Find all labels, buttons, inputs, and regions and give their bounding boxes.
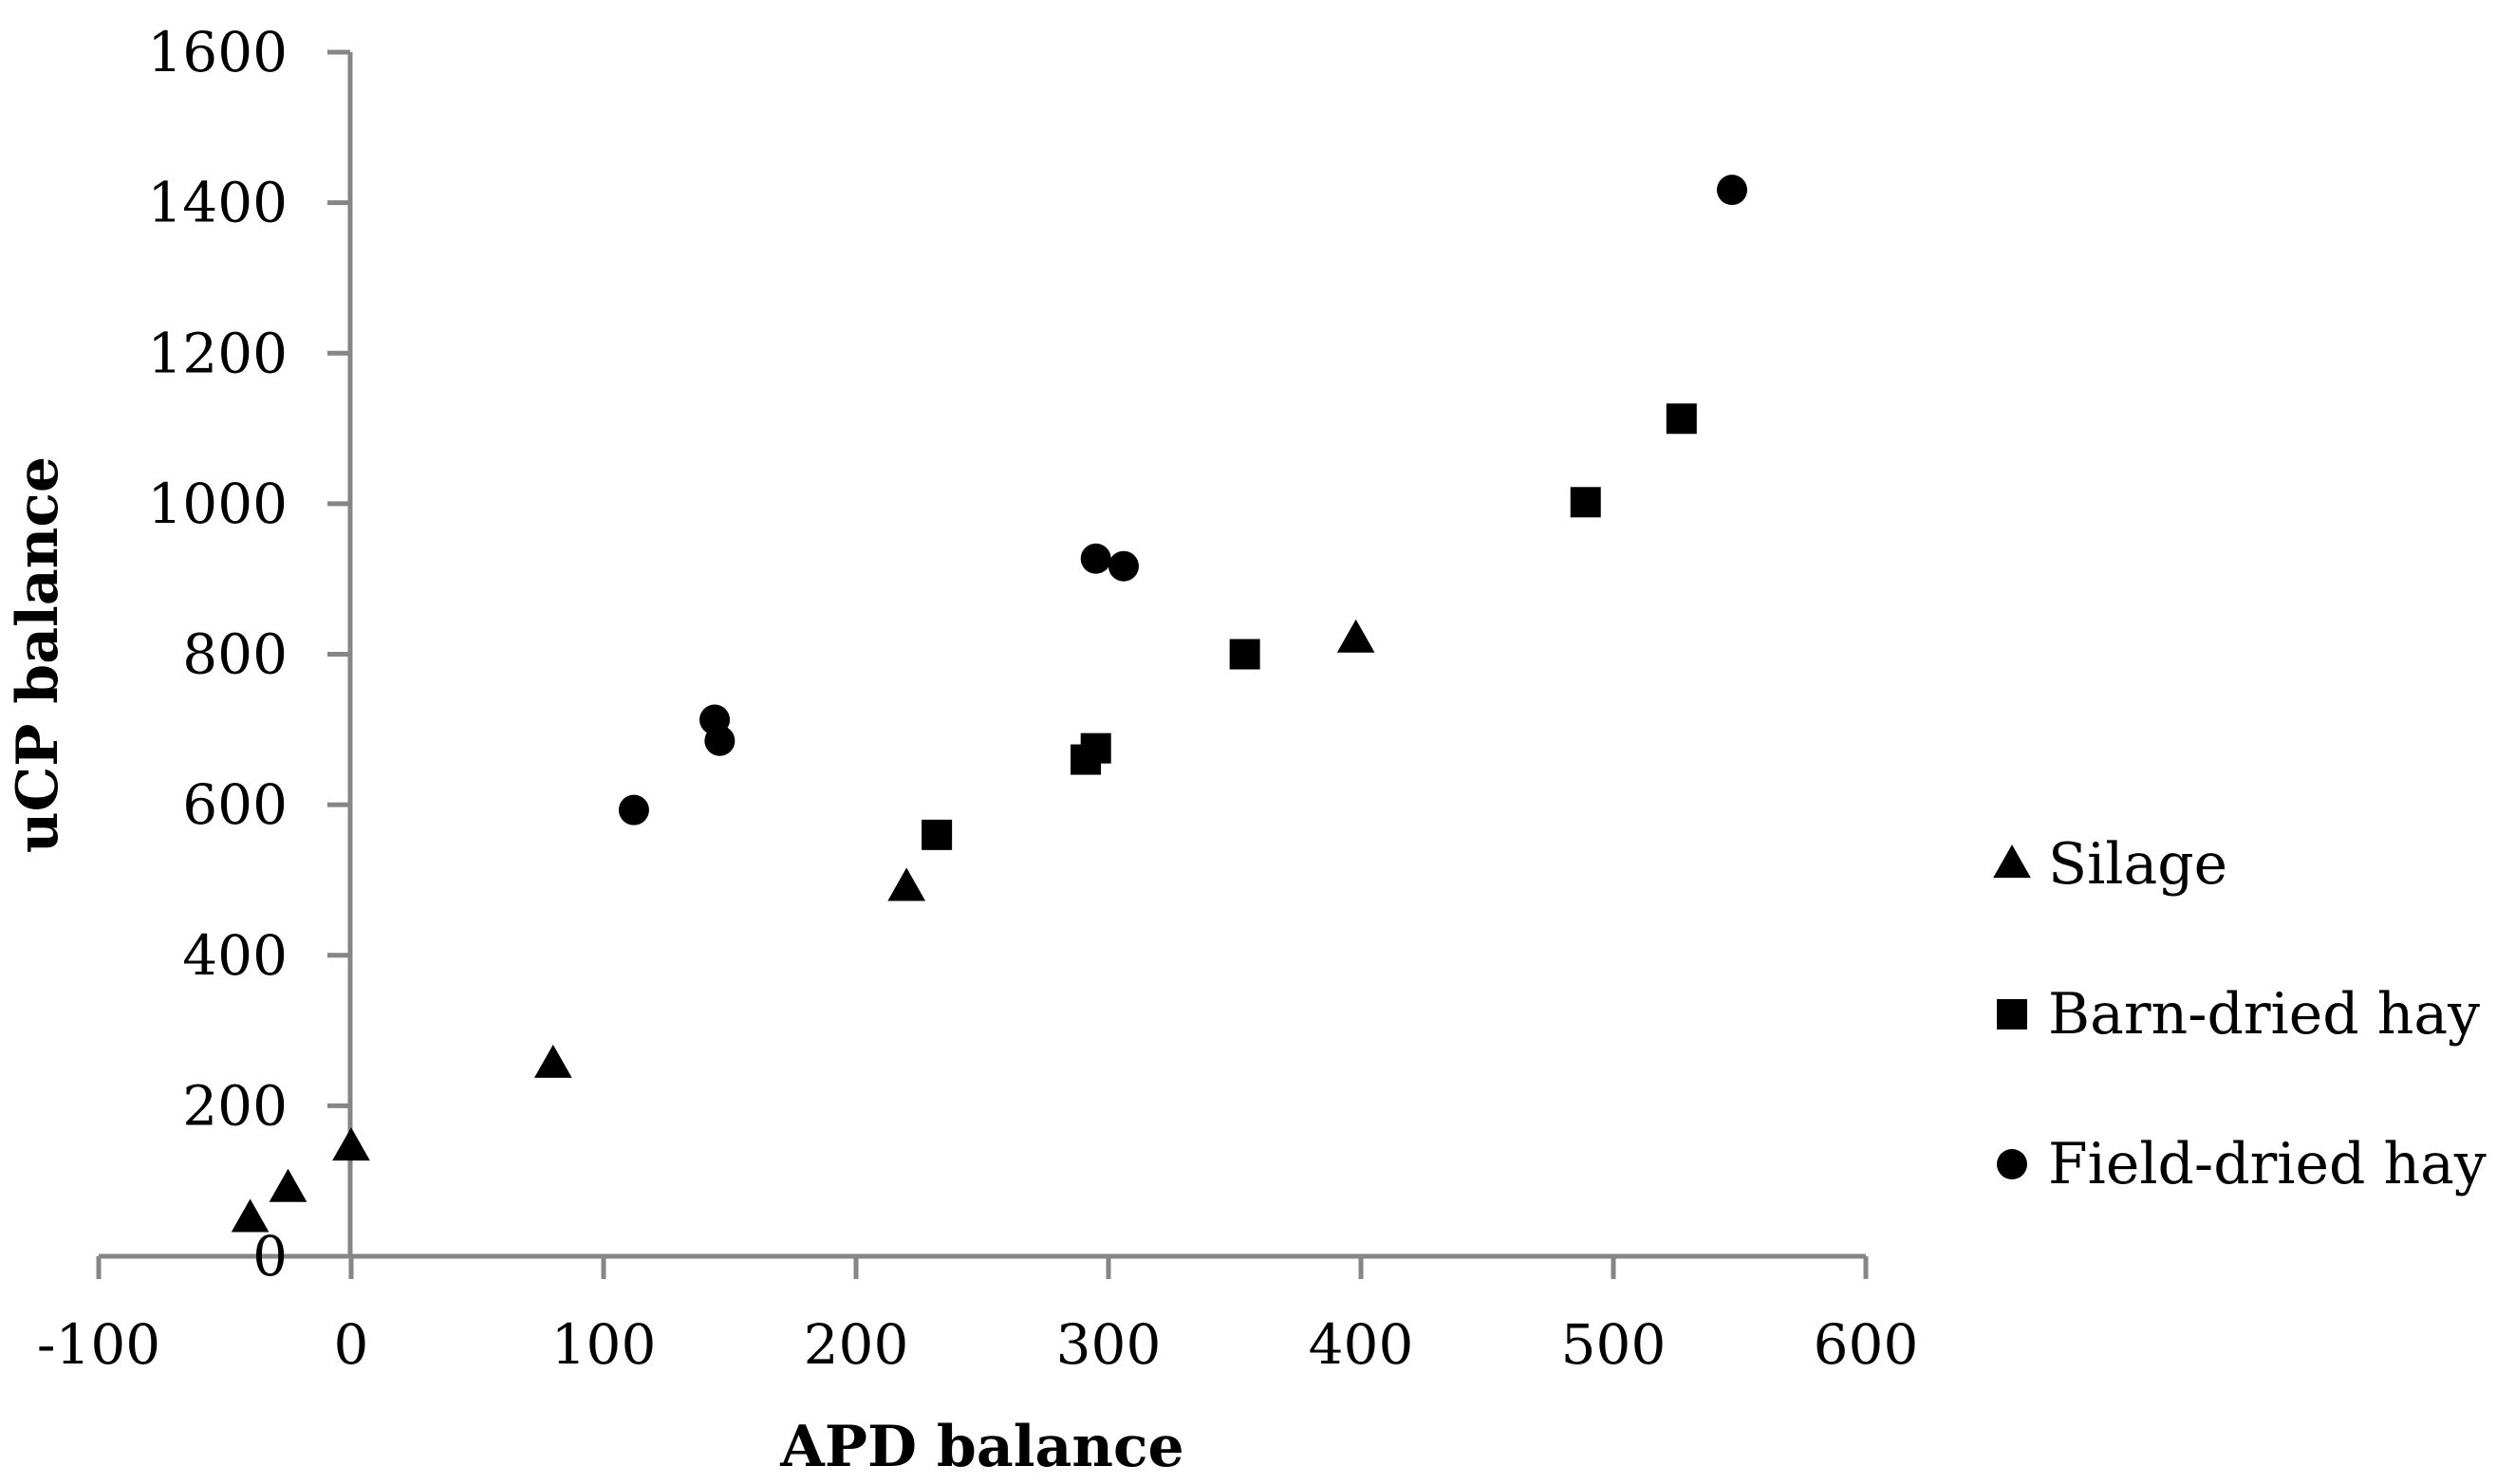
- point-barn-dried-hay: [1666, 403, 1697, 435]
- tick-marks: [96, 49, 1869, 1279]
- point-silage: [887, 867, 926, 901]
- y-tick-label: 800: [182, 622, 288, 687]
- y-tick-label: 0: [252, 1224, 288, 1289]
- x-tick-label: 600: [1814, 1312, 1919, 1377]
- x-tick-label: 100: [551, 1312, 657, 1377]
- x-tick-label: 400: [1309, 1312, 1414, 1377]
- point-field-dried-hay: [1717, 175, 1748, 206]
- x-tick-label: 200: [804, 1312, 909, 1377]
- point-silage: [1336, 619, 1375, 653]
- y-tick-label: 200: [182, 1073, 288, 1138]
- axes: [99, 52, 1866, 1259]
- legend-label-barn-dried-hay: Barn-dried hay: [2048, 981, 2480, 1048]
- point-silage: [332, 1127, 370, 1161]
- point-silage: [533, 1044, 572, 1078]
- y-tick-label: 1000: [147, 472, 288, 536]
- x-tick-label: 300: [1056, 1312, 1162, 1377]
- tick-labels: -100 0 100 200 300 400 500 600 0 200 400 600 800 1000…: [37, 20, 1919, 1377]
- legend-marker-silage: [1993, 844, 2031, 879]
- y-tick-label: 1400: [147, 171, 288, 235]
- point-field-dried-hay: [618, 794, 649, 825]
- x-tick-label: 0: [334, 1312, 369, 1377]
- point-field-dried-hay: [704, 725, 736, 756]
- y-tick-label: 1200: [147, 321, 288, 385]
- data-points: [231, 175, 1748, 1233]
- x-tick-label: -100: [37, 1312, 160, 1377]
- point-barn-dried-hay: [922, 819, 953, 850]
- point-barn-dried-hay: [1229, 639, 1260, 670]
- x-axis-title: APD balance: [779, 1414, 1183, 1480]
- legend-label-silage: Silage: [2048, 831, 2227, 898]
- point-field-dried-hay: [1080, 543, 1111, 574]
- y-tick-label: 400: [182, 923, 288, 988]
- point-silage: [231, 1198, 270, 1233]
- point-field-dried-hay: [1108, 550, 1139, 582]
- y-axis-title: uCP balance: [5, 456, 71, 853]
- y-tick-label: 1600: [147, 20, 288, 84]
- point-barn-dried-hay: [1570, 487, 1601, 518]
- point-barn-dried-hay: [1080, 733, 1111, 764]
- y-tick-label: 600: [182, 772, 288, 837]
- legend-marker-barn-dried-hay: [1997, 999, 2027, 1030]
- legend-label-field-dried-hay: Field-dried hay: [2048, 1131, 2487, 1197]
- legend: Silage Barn-dried hay Field-dried hay: [1993, 831, 2487, 1197]
- x-tick-label: 500: [1561, 1312, 1667, 1377]
- point-silage: [269, 1168, 307, 1202]
- legend-marker-field-dried-hay: [1997, 1149, 2027, 1179]
